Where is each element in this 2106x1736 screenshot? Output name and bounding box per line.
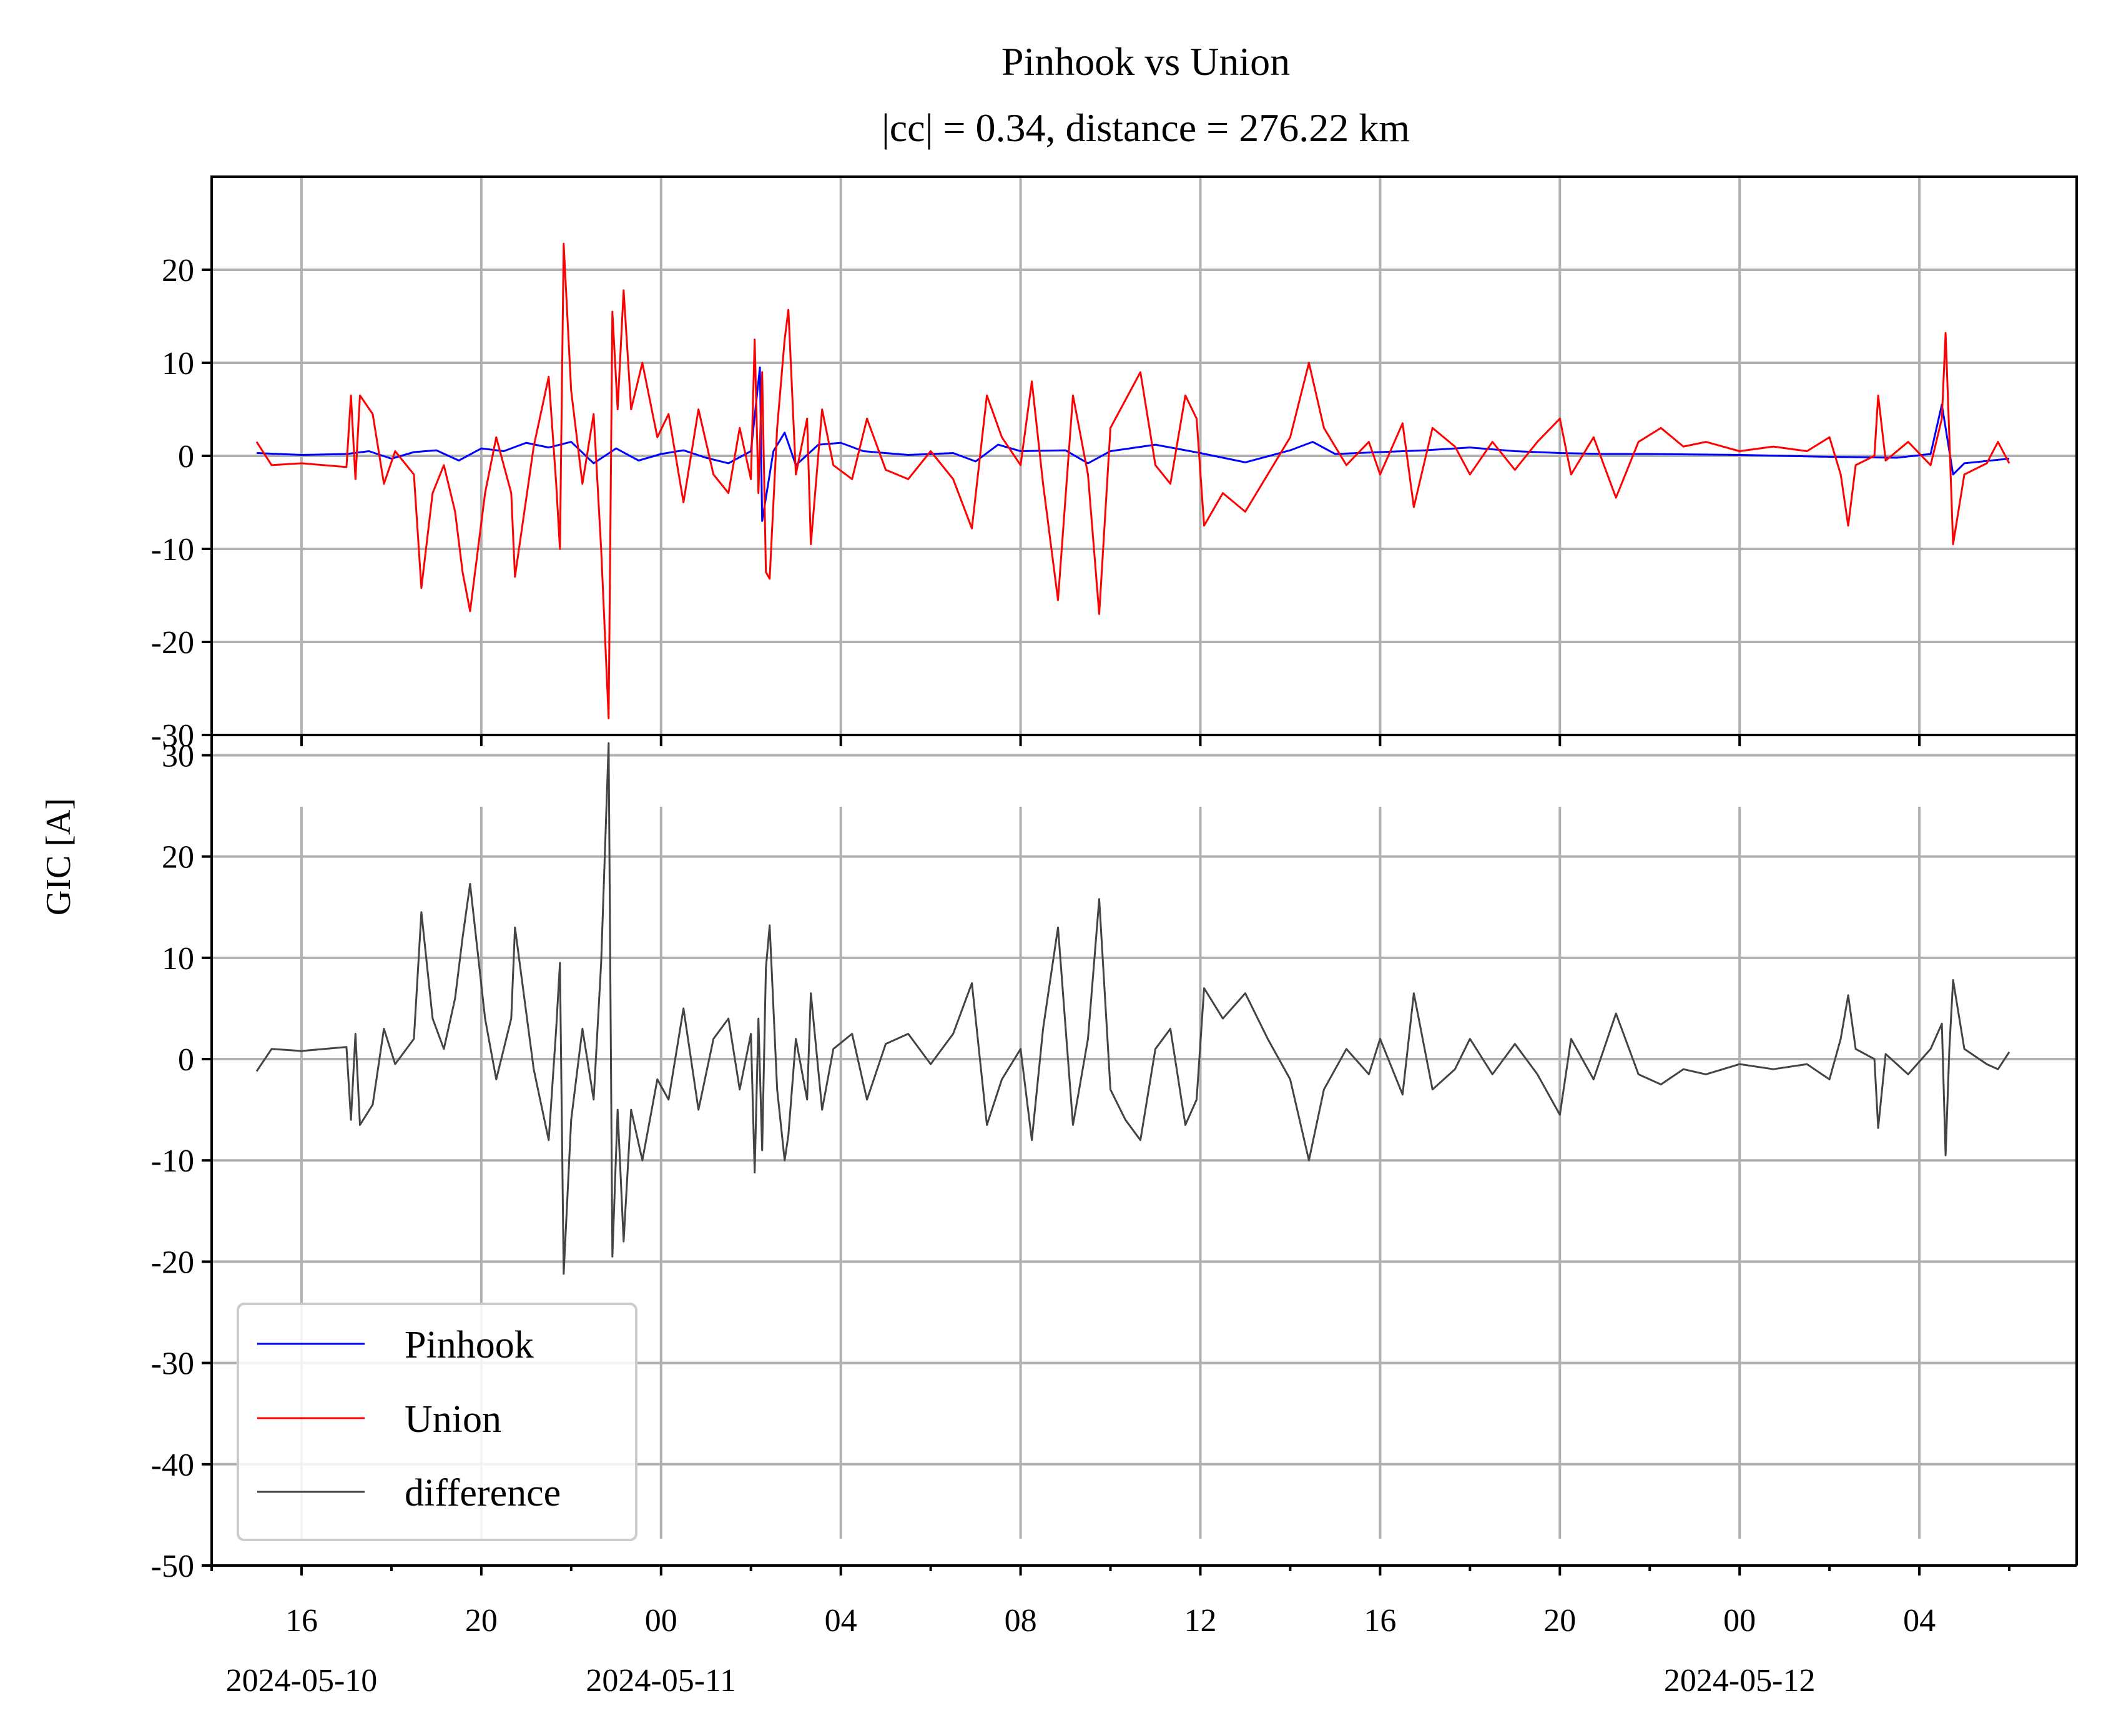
x-tick-label: 16 bbox=[1364, 1603, 1396, 1639]
series-line-union bbox=[255, 242, 2010, 719]
x-tick-label: 12 bbox=[1184, 1603, 1216, 1639]
series-line-pinhook bbox=[256, 367, 2010, 522]
bottom-y-tick-label: 0 bbox=[178, 1042, 194, 1078]
x-date-label: 2024-05-11 bbox=[586, 1663, 736, 1699]
x-date-label: 2024-05-10 bbox=[226, 1663, 378, 1699]
bottom-y-tick-label: -20 bbox=[151, 1245, 194, 1280]
top-panel: 20 10 0 -10 -20 -30 bbox=[151, 175, 2078, 754]
bottom-y-tick-label: 30 bbox=[162, 738, 194, 774]
bottom-y-tick-label: -50 bbox=[151, 1549, 194, 1584]
top-y-tick-label: 0 bbox=[178, 439, 194, 475]
top-y-tick-label: -20 bbox=[151, 625, 194, 661]
top-y-tick-label: -30 bbox=[151, 718, 194, 754]
legend-box bbox=[237, 1303, 637, 1541]
bottom-panel-y-ticks: 30 20 10 0 -10 -20 -30 -40 -50 bbox=[151, 738, 212, 1584]
top-y-tick-label: 10 bbox=[162, 346, 194, 382]
legend: Pinhook Union difference bbox=[237, 1303, 637, 1541]
legend-label-pinhook: Pinhook bbox=[405, 1324, 534, 1366]
top-y-tick-label: -10 bbox=[151, 532, 194, 568]
top-panel-series bbox=[255, 242, 2010, 719]
x-axis: 16 20 00 04 08 12 16 20 00 04 2024-05-10 2024-05-11… bbox=[210, 177, 2078, 1699]
bottom-panel-series bbox=[255, 742, 2010, 1275]
x-tick-label: 04 bbox=[1903, 1603, 1936, 1639]
x-tick-label: 20 bbox=[465, 1603, 498, 1639]
x-tick-label: 20 bbox=[1543, 1603, 1576, 1639]
top-panel-y-ticks: 20 10 0 -10 -20 -30 bbox=[151, 253, 212, 754]
chart-title: Pinhook vs Union bbox=[1001, 39, 1290, 84]
top-y-tick-label: 20 bbox=[162, 253, 194, 289]
x-tick-label: 00 bbox=[1723, 1603, 1756, 1639]
bottom-y-tick-label: -10 bbox=[151, 1143, 194, 1179]
bottom-y-tick-label: -40 bbox=[151, 1447, 194, 1483]
y-axis-label: GIC [A] bbox=[39, 798, 78, 915]
bottom-y-tick-label: 20 bbox=[162, 840, 194, 875]
x-tick-label: 16 bbox=[285, 1603, 318, 1639]
bottom-y-tick-label: -30 bbox=[151, 1346, 194, 1382]
legend-label-difference: difference bbox=[405, 1472, 561, 1514]
x-tick-label: 04 bbox=[825, 1603, 857, 1639]
legend-label-union: Union bbox=[405, 1398, 501, 1441]
series-line-difference bbox=[255, 742, 2010, 1275]
x-tick-label: 08 bbox=[1005, 1603, 1037, 1639]
x-tick-label: 00 bbox=[645, 1603, 677, 1639]
x-date-label: 2024-05-12 bbox=[1664, 1663, 1816, 1699]
bottom-panel: 30 20 10 0 -10 -20 -30 -40 -50 16 20 00 04 08 12 16 20 0… bbox=[151, 177, 2078, 1699]
bottom-y-tick-label: 10 bbox=[162, 941, 194, 977]
chart-subtitle: |cc| = 0.34, distance = 276.22 km bbox=[882, 106, 1410, 150]
